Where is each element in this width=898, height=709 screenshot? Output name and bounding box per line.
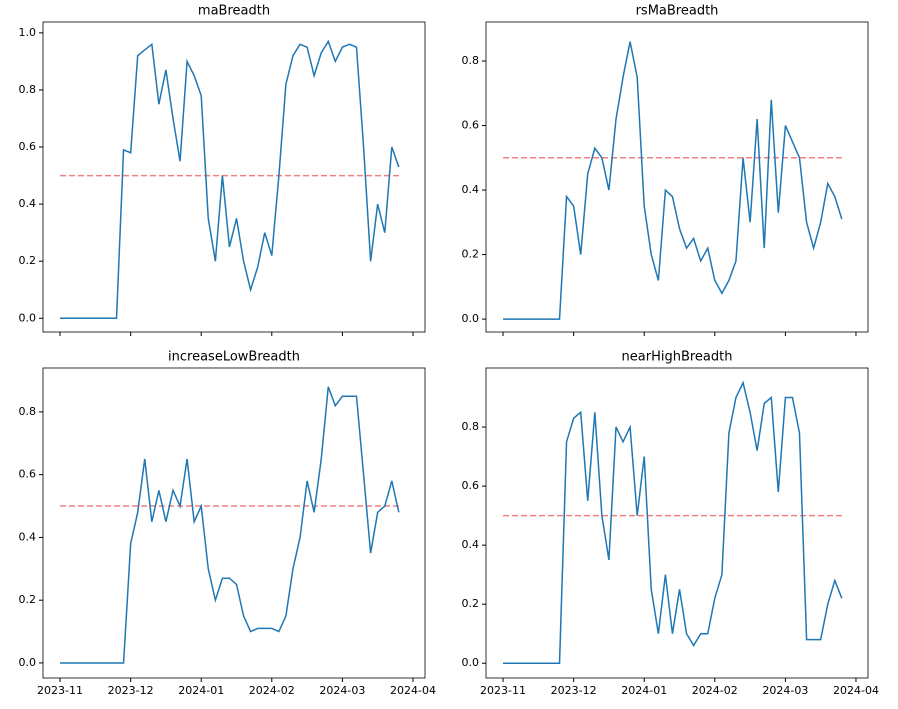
x-tick-label: 2023-12 — [108, 684, 154, 697]
y-tick-label: 0.0 — [462, 656, 480, 669]
chart-title: maBreadth — [198, 4, 270, 19]
data-line — [503, 41, 843, 320]
x-tick-label: 2024-03 — [319, 684, 365, 697]
data-line — [503, 380, 843, 664]
y-tick-label: 0.8 — [19, 83, 37, 96]
data-line — [60, 39, 400, 320]
chart-title: nearHighBreadth — [622, 350, 733, 365]
y-tick-label: 0.6 — [462, 479, 480, 492]
y-tick-label: 0.4 — [19, 530, 37, 543]
data-line — [60, 386, 400, 664]
x-tick-label: 2024-01 — [178, 684, 224, 697]
x-tick-label: 2024-03 — [762, 684, 808, 697]
x-tick-label: 2024-02 — [692, 684, 738, 697]
y-tick-label: 0.2 — [19, 254, 37, 267]
y-tick-label: 0.4 — [462, 538, 480, 551]
y-tick-label: 0.4 — [19, 197, 37, 210]
y-tick-label: 0.0 — [19, 656, 37, 669]
y-tick-label: 0.2 — [19, 593, 37, 606]
x-tick-label: 2024-04 — [833, 684, 879, 697]
chart-title: increaseLowBreadth — [168, 350, 300, 365]
y-tick-label: 0.8 — [462, 54, 480, 67]
axes-frame — [42, 367, 426, 679]
x-tick-label: 2023-11 — [480, 684, 526, 697]
axes-frame — [485, 367, 869, 679]
x-tick-label: 2023-12 — [551, 684, 597, 697]
x-tick-label: 2024-02 — [249, 684, 295, 697]
y-tick-label: 0.0 — [19, 311, 37, 324]
axes-frame — [42, 21, 426, 333]
y-tick-label: 0.6 — [19, 140, 37, 153]
x-tick-label: 2024-01 — [621, 684, 667, 697]
y-tick-label: 0.8 — [19, 405, 37, 418]
y-tick-label: 1.0 — [19, 26, 37, 39]
y-tick-label: 0.6 — [19, 468, 37, 481]
y-tick-label: 0.8 — [462, 420, 480, 433]
x-tick-label: 2023-11 — [37, 684, 83, 697]
y-tick-label: 0.2 — [462, 248, 480, 261]
y-tick-label: 0.4 — [462, 183, 480, 196]
chart-title: rsMaBreadth — [636, 4, 719, 19]
x-tick-label: 2024-04 — [390, 684, 436, 697]
y-tick-label: 0.0 — [462, 312, 480, 325]
y-tick-label: 0.6 — [462, 119, 480, 132]
axes-frame — [485, 21, 869, 333]
y-tick-label: 0.2 — [462, 597, 480, 610]
